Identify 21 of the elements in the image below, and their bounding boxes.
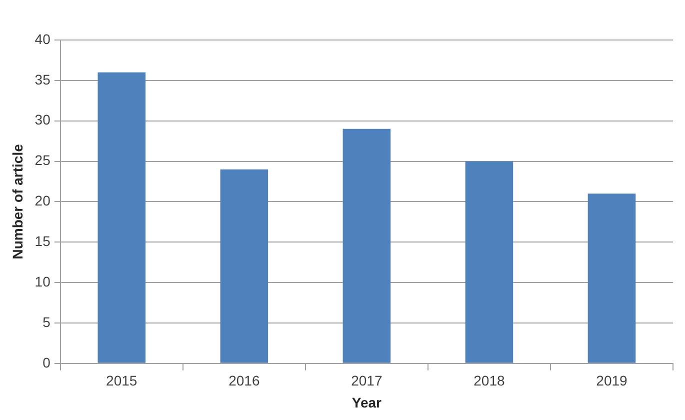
y-tick-label: 30: [34, 112, 51, 128]
x-tick-label: 2018: [474, 372, 505, 389]
y-tick-label: 15: [34, 232, 51, 249]
bar: [588, 194, 636, 363]
y-tick-label: 40: [34, 30, 51, 47]
x-tick-label: 2017: [351, 372, 382, 389]
x-axis-title: Year: [352, 394, 382, 410]
y-tick-label: 5: [42, 314, 51, 330]
y-tick-label: 0: [42, 354, 51, 370]
x-tick-label: 2015: [106, 372, 138, 389]
bar: [465, 161, 514, 363]
y-tick-label: 20: [34, 192, 51, 209]
x-tick-label: 2016: [228, 372, 260, 389]
bar: [98, 72, 146, 363]
x-tick-label: 2019: [596, 372, 628, 389]
bar: [342, 128, 391, 363]
y-tick-label: 35: [34, 71, 51, 88]
y-tick-label: 25: [34, 152, 51, 168]
y-axis-title: Number of article: [9, 144, 26, 260]
bar: [220, 169, 268, 363]
y-tick-label: 10: [34, 273, 51, 290]
